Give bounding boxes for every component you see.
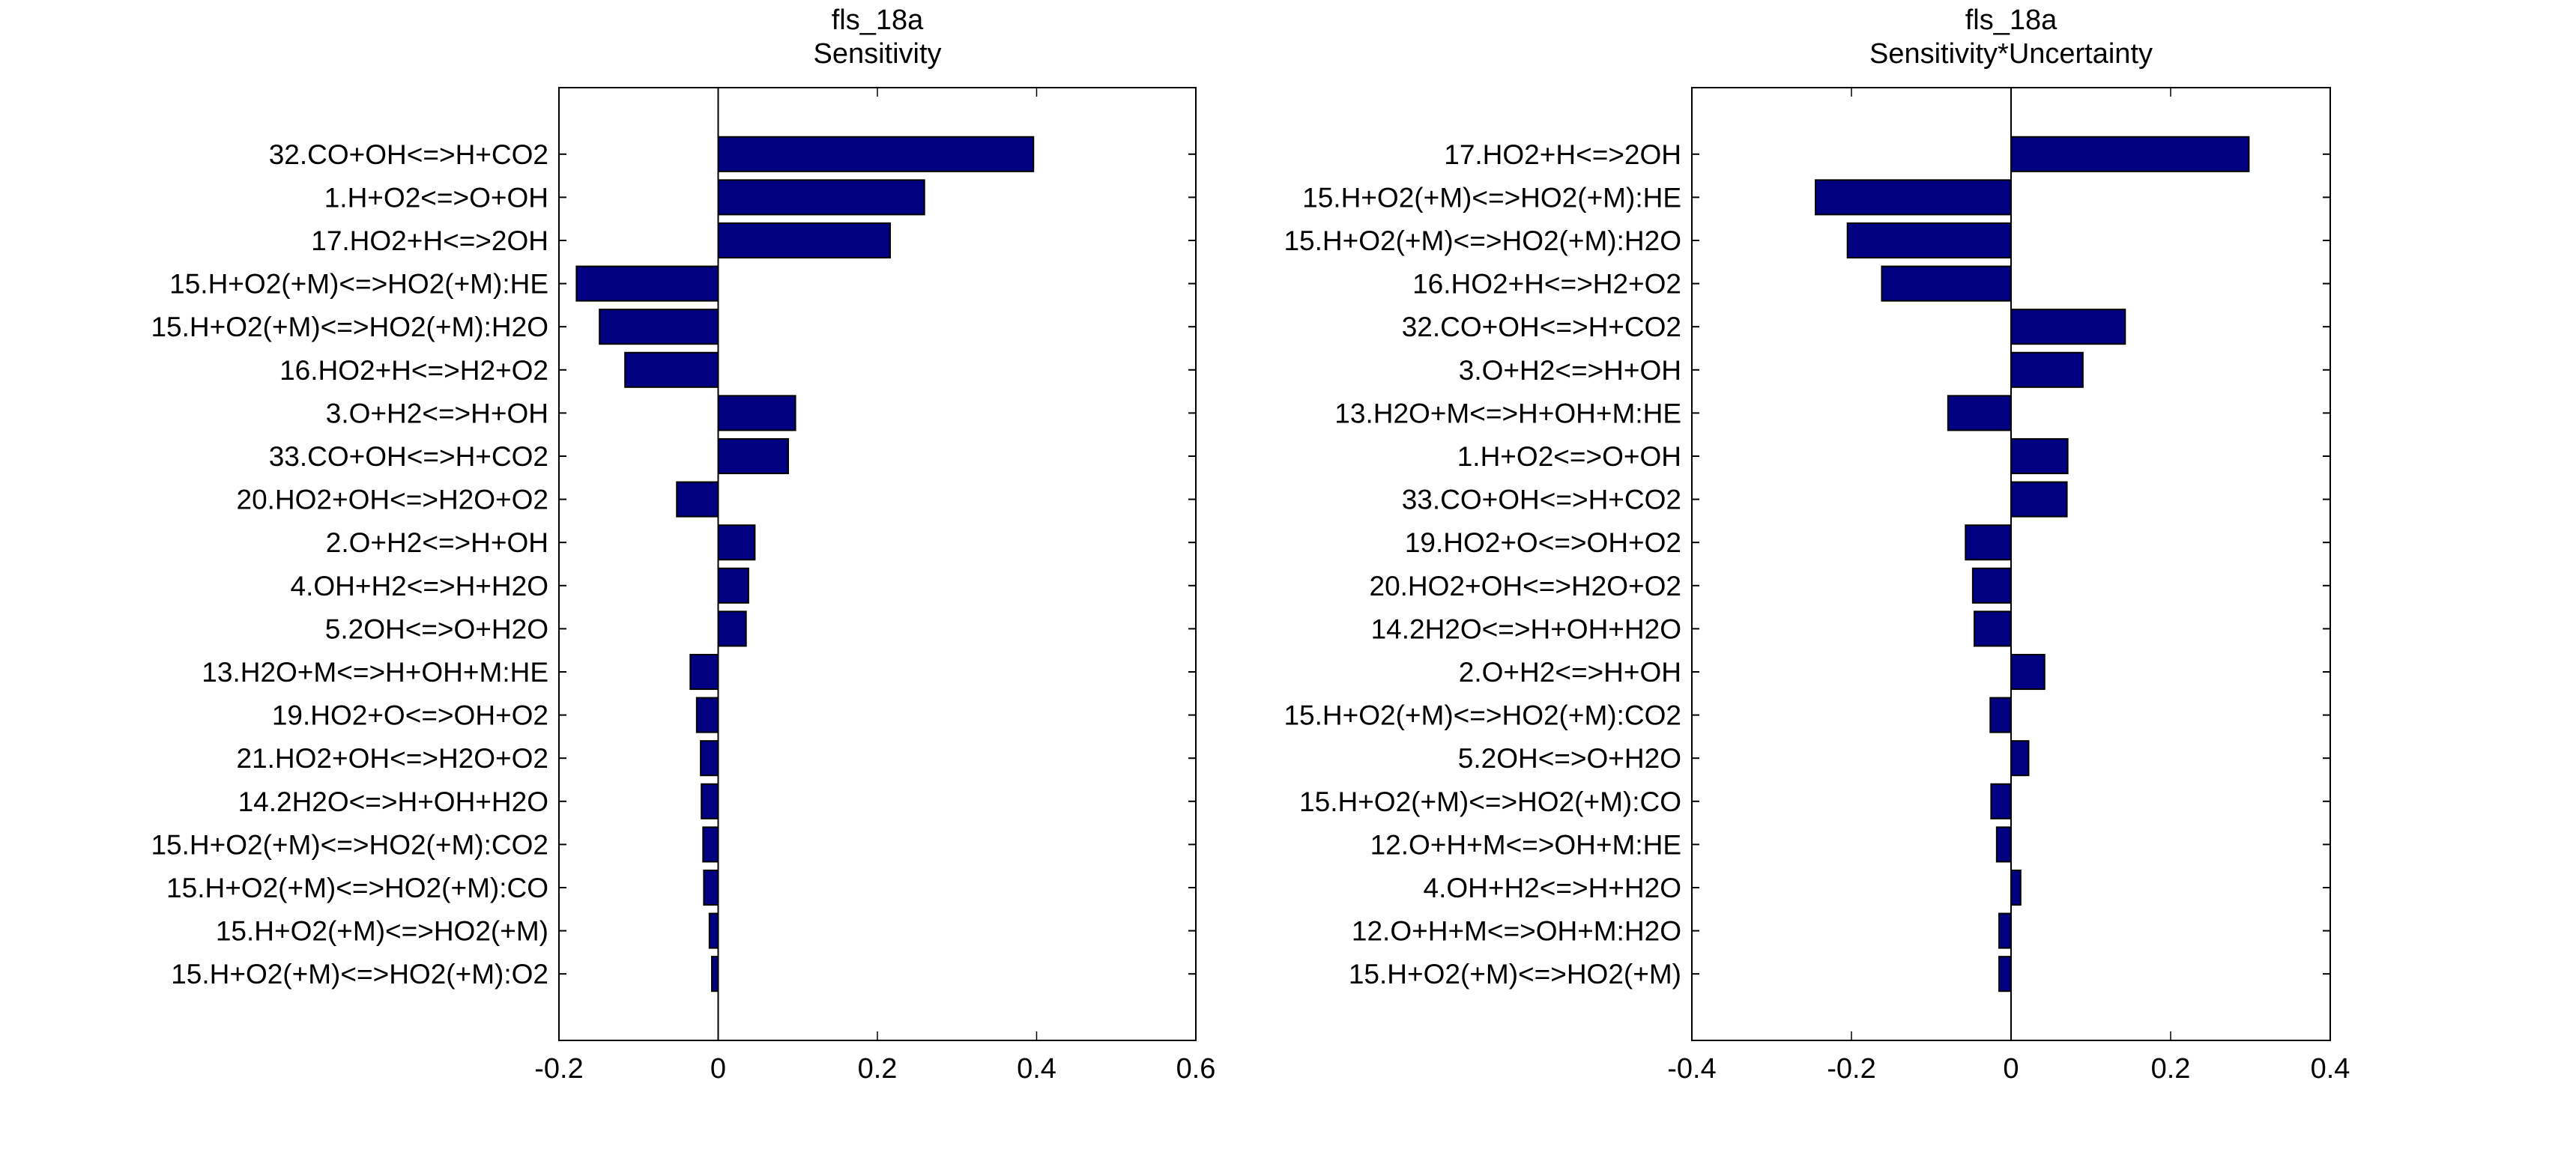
x-tick-label: -0.2 — [534, 1053, 583, 1085]
x-tick-label: 0.2 — [2151, 1053, 2191, 1085]
bar — [700, 740, 719, 777]
category-label: 15.H+O2(+M)<=>HO2(+M):H2O — [1284, 225, 1681, 256]
category-label: 15.H+O2(+M)<=>HO2(+M):HE — [169, 269, 548, 300]
category-label: 16.HO2+H<=>H2+O2 — [279, 355, 548, 386]
bar — [2010, 136, 2250, 172]
chart-title: fls_18a — [832, 4, 924, 36]
category-label: 12.O+H+M<=>OH+M:HE — [1370, 829, 1681, 860]
bar — [695, 697, 719, 733]
sensitivity-uncertainty-chart: fls_18a Sensitivity*Uncertainty 17.HO2+H… — [1284, 4, 2350, 1085]
chart-subtitle: Sensitivity — [813, 38, 941, 70]
bar — [2010, 740, 2030, 777]
category-label: 14.2H2O<=>H+OH+H2O — [238, 786, 548, 817]
bar — [711, 956, 719, 992]
category-label: 4.OH+H2<=>H+H2O — [1424, 873, 1682, 903]
bar — [2010, 437, 2069, 475]
category-label: 1.H+O2<=>O+OH — [1457, 441, 1681, 472]
bar — [1990, 783, 2012, 819]
category-label: 4.OH+H2<=>H+H2O — [291, 571, 549, 601]
category-label: 20.HO2+OH<=>H2O+O2 — [1370, 571, 1682, 601]
category-label: 32.CO+OH<=>H+CO2 — [269, 139, 548, 170]
x-tick-label: 0.6 — [1176, 1053, 1216, 1085]
bar — [1965, 524, 2012, 561]
category-label: 17.HO2+H<=>2OH — [311, 225, 548, 256]
category-label: 15.H+O2(+M)<=>HO2(+M):CO — [1299, 786, 1681, 817]
bar — [717, 395, 796, 431]
bar — [689, 653, 719, 691]
bar — [1974, 610, 2013, 647]
bar — [717, 437, 789, 475]
bar — [2010, 309, 2126, 345]
bar — [1846, 222, 2013, 259]
category-label: 15.H+O2(+M)<=>HO2(+M):CO — [166, 873, 548, 903]
bar — [717, 222, 891, 259]
category-label: 15.H+O2(+M)<=>HO2(+M):HE — [1302, 182, 1681, 213]
category-label: 15.H+O2(+M)<=>HO2(+M):CO2 — [1284, 700, 1681, 731]
category-label: 17.HO2+H<=>2OH — [1444, 139, 1681, 170]
x-tick-label: 0.4 — [1017, 1053, 1056, 1085]
category-label: 19.HO2+O<=>OH+O2 — [272, 700, 548, 731]
x-tick-label: 0.2 — [858, 1053, 898, 1085]
category-label: 32.CO+OH<=>H+CO2 — [1402, 312, 1681, 342]
category-label: 13.H2O+M<=>H+OH+M:HE — [1334, 398, 1681, 428]
bar — [599, 309, 719, 345]
category-label: 15.H+O2(+M)<=>HO2(+M):O2 — [171, 959, 548, 989]
x-tick-label: 0 — [2003, 1053, 2019, 1085]
sensitivity-chart: fls_18a Sensitivity 32.CO+OH<=>H+CO2 1.H+… — [151, 4, 1215, 1085]
bar — [2010, 653, 2046, 691]
bar — [2010, 351, 2084, 388]
category-label: 14.2H2O<=>H+OH+H2O — [1371, 613, 1681, 644]
bar — [1998, 956, 2012, 992]
category-label: 20.HO2+OH<=>H2O+O2 — [237, 485, 549, 515]
category-label: 12.O+H+M<=>OH+M:H2O — [1352, 916, 1681, 947]
bar — [717, 136, 1035, 172]
bar — [703, 869, 719, 906]
bar — [717, 567, 749, 604]
category-label: 19.HO2+O<=>OH+O2 — [1405, 527, 1681, 558]
bar — [717, 610, 747, 647]
bar — [1971, 567, 2012, 604]
category-label: 15.H+O2(+M)<=>HO2(+M):H2O — [151, 312, 548, 342]
bar — [717, 179, 925, 216]
category-label: 16.HO2+H<=>H2+O2 — [1412, 269, 1681, 300]
category-label: 15.H+O2(+M)<=>HO2(+M) — [1349, 959, 1681, 989]
category-label: 15.H+O2(+M)<=>HO2(+M):CO2 — [151, 829, 548, 860]
category-label: 21.HO2+OH<=>H2O+O2 — [237, 743, 549, 774]
bar — [1995, 826, 2013, 863]
category-label: 5.2OH<=>O+H2O — [1458, 743, 1681, 774]
bar — [1815, 179, 2012, 216]
bar — [575, 265, 719, 302]
bar — [717, 524, 756, 561]
bar — [1998, 912, 2012, 949]
bar — [2010, 481, 2068, 518]
bar — [624, 351, 719, 388]
category-label: 13.H2O+M<=>H+OH+M:HE — [202, 657, 548, 688]
bar — [702, 826, 719, 863]
bar — [708, 912, 719, 949]
category-label: 3.O+H2<=>H+OH — [326, 398, 548, 428]
x-tick-label: 0.4 — [2311, 1053, 2350, 1085]
bar — [701, 783, 719, 819]
category-label: 3.O+H2<=>H+OH — [1459, 355, 1681, 386]
category-label: 2.O+H2<=>H+OH — [1459, 657, 1681, 688]
chart-subtitle: Sensitivity*Uncertainty — [1869, 38, 2153, 70]
chart-title: fls_18a — [1965, 4, 2058, 36]
category-label: 5.2OH<=>O+H2O — [325, 613, 548, 644]
category-label: 33.CO+OH<=>H+CO2 — [269, 441, 548, 472]
bar — [676, 481, 719, 518]
bar — [1947, 395, 2012, 431]
bar — [1881, 265, 2012, 302]
category-label: 33.CO+OH<=>H+CO2 — [1402, 485, 1681, 515]
x-tick-label: -0.2 — [1827, 1053, 1875, 1085]
bar — [1989, 697, 2013, 733]
x-tick-label: 0 — [710, 1053, 726, 1085]
category-label: 2.O+H2<=>H+OH — [326, 527, 548, 558]
category-label: 15.H+O2(+M)<=>HO2(+M) — [216, 916, 548, 947]
bar — [2010, 869, 2022, 906]
category-label: 1.H+O2<=>O+OH — [324, 182, 548, 213]
x-tick-label: -0.4 — [1667, 1053, 1716, 1085]
